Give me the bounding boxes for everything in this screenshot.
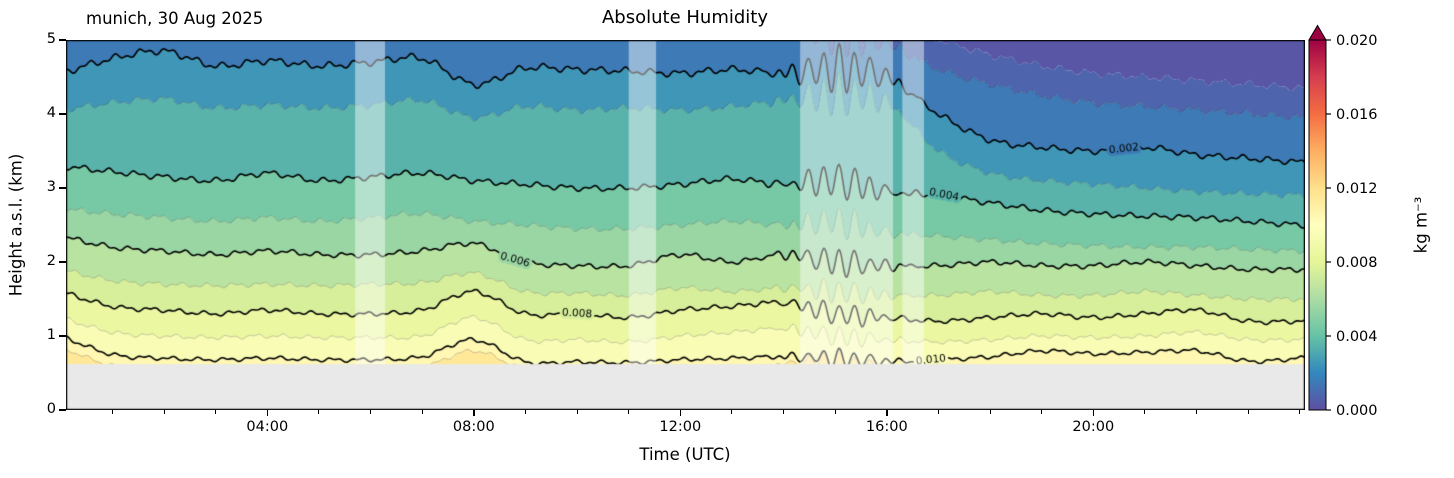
x-tick-label: 08:00 — [452, 419, 495, 435]
y-tick-label: 3 — [46, 179, 56, 195]
y-tick-mark — [59, 187, 66, 189]
x-minor-tick-mark — [783, 410, 785, 414]
y-tick-mark — [59, 261, 66, 263]
x-tick-label: 20:00 — [1072, 419, 1115, 435]
y-tick-label: 5 — [46, 31, 56, 47]
x-minor-tick-mark — [163, 410, 165, 414]
y-tick-mark — [59, 335, 66, 337]
colorbar-tick-label: 0.012 — [1336, 181, 1378, 197]
x-minor-tick-mark — [834, 410, 836, 414]
x-minor-tick-mark — [421, 410, 423, 414]
x-tick-label: 12:00 — [659, 419, 702, 435]
x-axis-label: Time (UTC) — [639, 445, 731, 464]
x-minor-tick-mark — [731, 410, 733, 414]
y-axis-label: Height a.s.l. (km) — [6, 153, 26, 297]
colorbar: 0.000 0.004 0.008 0.012 0.016 0.020 — [1308, 24, 1378, 418]
x-minor-tick-mark — [628, 410, 630, 414]
x-minor-tick-mark — [989, 410, 991, 414]
colorbar-extend-arrow — [1308, 24, 1327, 41]
colorbar-tick-label: 0.004 — [1336, 329, 1378, 345]
contour-plot-canvas — [66, 40, 1305, 410]
y-tick-label: 4 — [46, 105, 56, 121]
x-minor-tick-mark — [1144, 410, 1146, 414]
x-minor-tick-mark — [370, 410, 372, 414]
x-minor-tick-mark — [937, 410, 939, 414]
x-minor-tick-mark — [318, 410, 320, 414]
y-tick-label: 0 — [46, 401, 56, 417]
x-tick-mark — [266, 410, 269, 416]
x-tick-mark — [1092, 410, 1095, 416]
y-tick-label: 2 — [46, 253, 56, 269]
x-tick-mark — [886, 410, 888, 416]
colorbar-unit-label: kg m⁻³ — [1411, 196, 1431, 254]
x-tick-mark — [679, 410, 682, 416]
chart-title: Absolute Humidity — [601, 7, 769, 28]
x-minor-tick-mark — [1041, 410, 1043, 414]
y-tick-mark — [59, 409, 66, 411]
x-tick-label: 16:00 — [865, 419, 908, 435]
colorbar-tick-label: 0.016 — [1336, 107, 1378, 123]
y-tick-mark — [59, 39, 66, 41]
x-minor-tick-mark — [111, 410, 113, 414]
x-tick-mark — [473, 410, 475, 416]
y-tick-mark — [59, 113, 66, 115]
x-tick-label: 04:00 — [246, 419, 289, 435]
x-minor-tick-mark — [1247, 410, 1249, 414]
colorbar-gradient — [1308, 39, 1327, 411]
site-date-label: munich, 30 Aug 2025 — [86, 9, 264, 28]
x-minor-tick-mark — [524, 410, 526, 414]
colorbar-tick-label: 0.020 — [1336, 33, 1378, 49]
x-minor-tick-mark — [1299, 410, 1301, 414]
y-tick-label: 1 — [46, 327, 56, 343]
x-minor-tick-mark — [215, 410, 217, 414]
colorbar-tick-label: 0.000 — [1336, 403, 1378, 418]
colorbar-tick-label: 0.008 — [1336, 255, 1378, 271]
x-minor-tick-mark — [1196, 410, 1198, 414]
x-minor-tick-mark — [576, 410, 578, 414]
